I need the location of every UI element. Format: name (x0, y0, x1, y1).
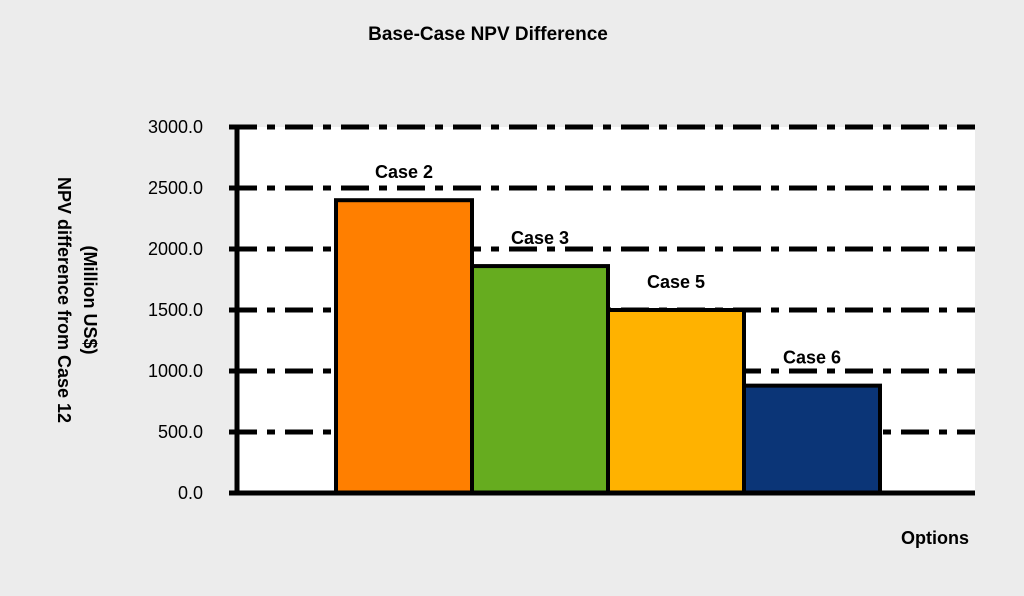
bar-case-6 (742, 383, 882, 496)
y-tick-label: 2500.0 (148, 178, 203, 198)
y-axis-label-line2: (Million US$) (80, 246, 100, 355)
y-tick-label: 0.0 (178, 483, 203, 503)
y-tick-label: 3000.0 (148, 117, 203, 137)
data-label: Case 3 (511, 228, 569, 248)
data-label: Case 6 (783, 348, 841, 368)
y-tick-label: 1500.0 (148, 300, 203, 320)
bar-case-3 (470, 264, 610, 495)
x-axis-label: Options (901, 528, 969, 548)
data-labels: Case 2 Case 3 Case 5 Case 6 (375, 162, 841, 367)
y-tick-label: 2000.0 (148, 239, 203, 259)
y-tick-labels: 0.0 500.0 1000.0 1500.0 2000.0 2500.0 3000.0 (148, 117, 203, 503)
y-tick-label: 1000.0 (148, 361, 203, 381)
bar-case-2 (334, 198, 474, 495)
data-label: Case 5 (647, 272, 705, 292)
chart-title: Base-Case NPV Difference (368, 24, 608, 45)
bar-case-5 (606, 308, 746, 495)
y-tick-label: 500.0 (158, 422, 203, 442)
data-label: Case 2 (375, 162, 433, 182)
y-axis-label-line1: NPV difference from Case 12 (54, 177, 74, 423)
